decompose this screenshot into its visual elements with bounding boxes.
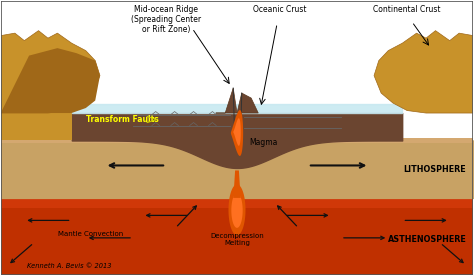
Text: LITHOSPHERE: LITHOSPHERE	[403, 165, 466, 174]
Polygon shape	[0, 140, 474, 198]
Polygon shape	[0, 48, 100, 113]
Polygon shape	[231, 110, 243, 156]
Polygon shape	[216, 88, 237, 113]
Text: Mantle Convection: Mantle Convection	[58, 231, 123, 237]
Text: Decompression
Melting: Decompression Melting	[210, 233, 264, 246]
Text: Mid-ocean Ridge
(Spreading Center
or Rift Zone): Mid-ocean Ridge (Spreading Center or Rif…	[131, 5, 201, 34]
Text: Magma: Magma	[249, 139, 277, 147]
Polygon shape	[0, 138, 474, 143]
Polygon shape	[228, 184, 246, 235]
Text: Kenneth A. Bevis © 2013: Kenneth A. Bevis © 2013	[27, 263, 111, 269]
Polygon shape	[0, 198, 474, 208]
Text: Oceanic Crust: Oceanic Crust	[253, 5, 306, 14]
Text: ASTHENOSPHERE: ASTHENOSPHERE	[387, 235, 466, 244]
Text: Transform Faults: Transform Faults	[86, 115, 158, 124]
Polygon shape	[233, 118, 241, 146]
Polygon shape	[231, 193, 243, 228]
Text: Continental Crust: Continental Crust	[374, 5, 441, 14]
Polygon shape	[237, 93, 258, 113]
Polygon shape	[233, 171, 241, 198]
Polygon shape	[374, 31, 474, 275]
Polygon shape	[0, 198, 474, 275]
Polygon shape	[0, 31, 100, 275]
Polygon shape	[0, 113, 72, 140]
